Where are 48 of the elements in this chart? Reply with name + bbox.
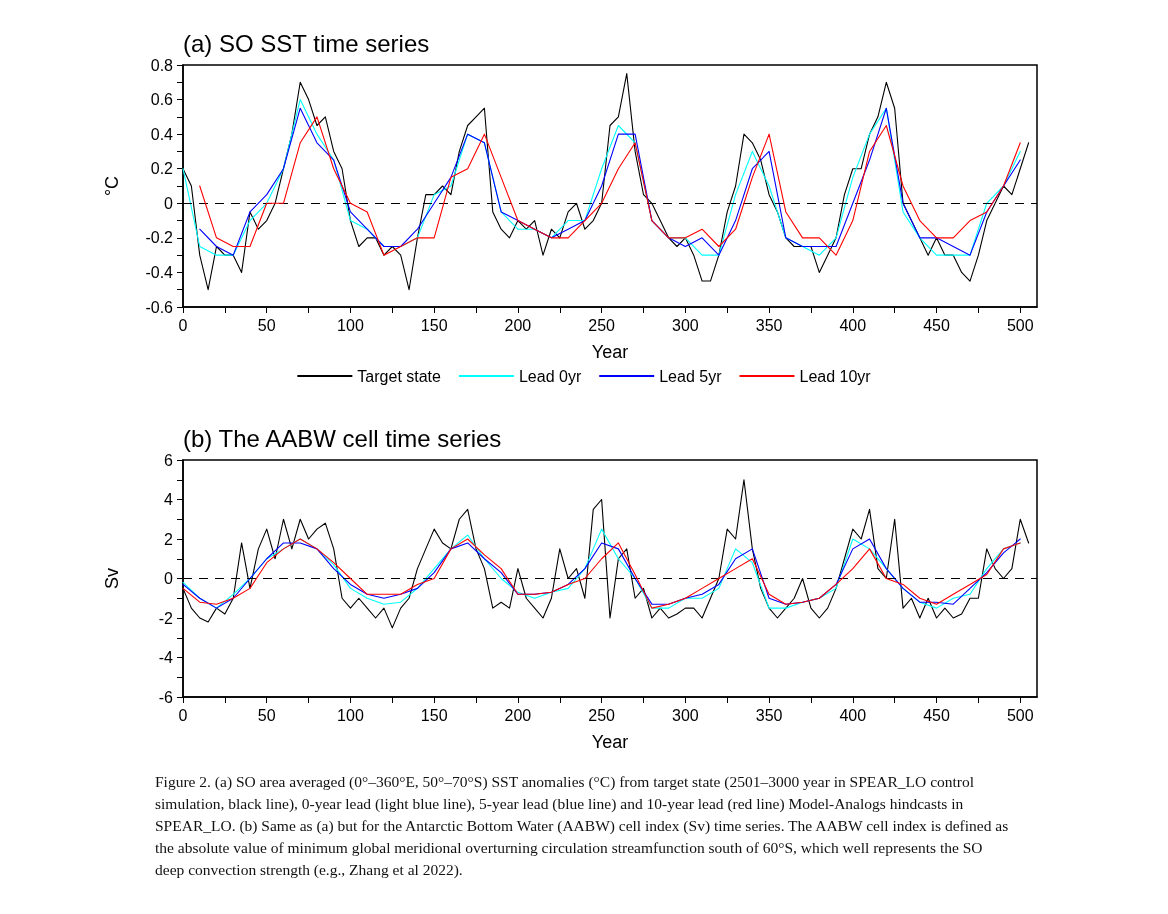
y-tick-label: 2 xyxy=(164,530,174,548)
y-axis-title: °C xyxy=(102,175,122,197)
x-tick-label: 0 xyxy=(178,316,188,334)
x-tick-label: 450 xyxy=(923,316,950,334)
x-tick-label: 50 xyxy=(257,706,276,724)
y-tick-label: -6 xyxy=(158,688,174,706)
x-tick-label: 250 xyxy=(588,706,616,724)
x-tick-label: 350 xyxy=(755,316,783,334)
y-tick-label: 6 xyxy=(164,451,174,469)
x-tick-label: 250 xyxy=(588,316,616,334)
y-tick-label: -0.4 xyxy=(145,263,174,281)
x-tick-label: 400 xyxy=(839,316,867,334)
chart-title: (a) SO SST time series xyxy=(183,29,430,57)
x-tick-label: 400 xyxy=(839,706,867,724)
legend-label: Lead 10yr xyxy=(799,367,872,385)
legend-label: Lead 0yr xyxy=(518,367,582,385)
y-axis-title: Sv xyxy=(102,567,122,590)
x-tick-label: 350 xyxy=(755,706,783,724)
y-tick-label: -0.2 xyxy=(145,229,174,247)
y-tick-label: -0.6 xyxy=(145,298,174,316)
y-tick-label: 0 xyxy=(164,570,174,587)
y-tick-label: 0.2 xyxy=(150,160,174,178)
x-tick-label: 300 xyxy=(672,706,699,724)
x-tick-label: 300 xyxy=(672,316,699,334)
x-tick-label: 0 xyxy=(178,706,188,724)
y-tick-label: 0 xyxy=(164,194,174,212)
x-axis-title: Year xyxy=(591,342,629,362)
y-tick-label: 0.4 xyxy=(150,125,174,143)
x-tick-label: 500 xyxy=(1006,316,1034,334)
x-tick-label: 50 xyxy=(257,316,276,334)
legend-label: Lead 5yr xyxy=(659,367,723,385)
y-tick-label: 0.8 xyxy=(150,56,174,74)
x-tick-label: 150 xyxy=(420,316,448,334)
x-tick-label: 100 xyxy=(337,706,364,724)
x-tick-label: 500 xyxy=(1006,706,1034,724)
y-tick-label: -2 xyxy=(158,609,174,627)
x-tick-label: 450 xyxy=(923,706,950,724)
x-tick-label: 150 xyxy=(420,706,448,724)
x-axis-title: Year xyxy=(591,732,629,752)
y-tick-label: -4 xyxy=(158,649,174,666)
caption: Figure 2. (a) SO area averaged (0°–360°E, 50°–70°S) SST anomalies (°C) from target state (2501–3000 year in SPEAR_LO control simulation, black line), 0-year lead (light blue line), 5-year lead (blue line) and 10-year lead (red line) Model-Analogs hindcasts in SPEAR_LO. (b) Same as (a) but for the Antarctic Bottom Water (AABW) cell index (Sv) time series. The AABW cell index is defined as the absolute value of minimum global meridional overturning circulation streamfunction south of 60°S, which well represents the SO deep convection strength (e.g., Zhang et al 2022). xyxy=(154,772,1010,880)
legend-label: Target state xyxy=(357,367,442,385)
chart-title: (b) The AABW cell time series xyxy=(183,424,502,452)
x-tick-label: 200 xyxy=(504,706,532,724)
y-tick-label: 0.6 xyxy=(150,91,174,109)
x-tick-label: 200 xyxy=(504,316,532,334)
x-tick-label: 100 xyxy=(337,316,364,334)
y-tick-label: 4 xyxy=(164,491,174,508)
